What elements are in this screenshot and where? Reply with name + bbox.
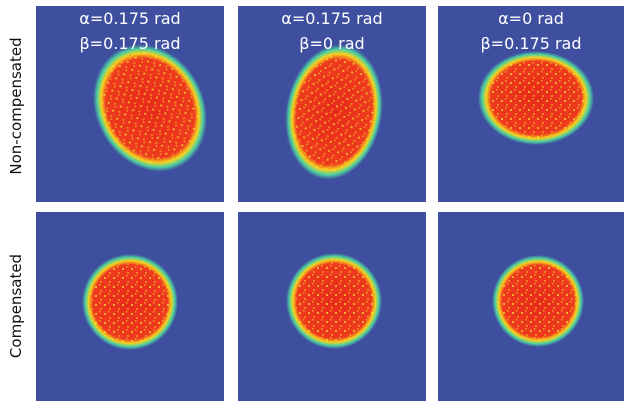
panel-caption: β=0.175 rad	[480, 34, 581, 53]
beam-spot	[286, 253, 382, 349]
beam-spot	[82, 254, 178, 350]
beam-spot	[492, 255, 584, 347]
figure: α=0.175 rad β=0.175 rad α=0.175 rad β=0 …	[0, 0, 625, 403]
panel-caption: α=0.175 rad	[281, 9, 382, 28]
row-label: Compensated	[7, 254, 25, 358]
page: {"rows": [ {"label": "Non-compensated", …	[0, 0, 625, 403]
row-label: Non-compensated	[7, 37, 25, 174]
panel-caption: α=0.175 rad	[79, 9, 180, 28]
beam-spot	[478, 51, 594, 145]
panel-caption: β=0.175 rad	[79, 34, 180, 53]
panel-caption: β=0 rad	[299, 34, 364, 53]
panel-grid	[36, 6, 624, 401]
panel-caption: α=0 rad	[498, 9, 564, 28]
